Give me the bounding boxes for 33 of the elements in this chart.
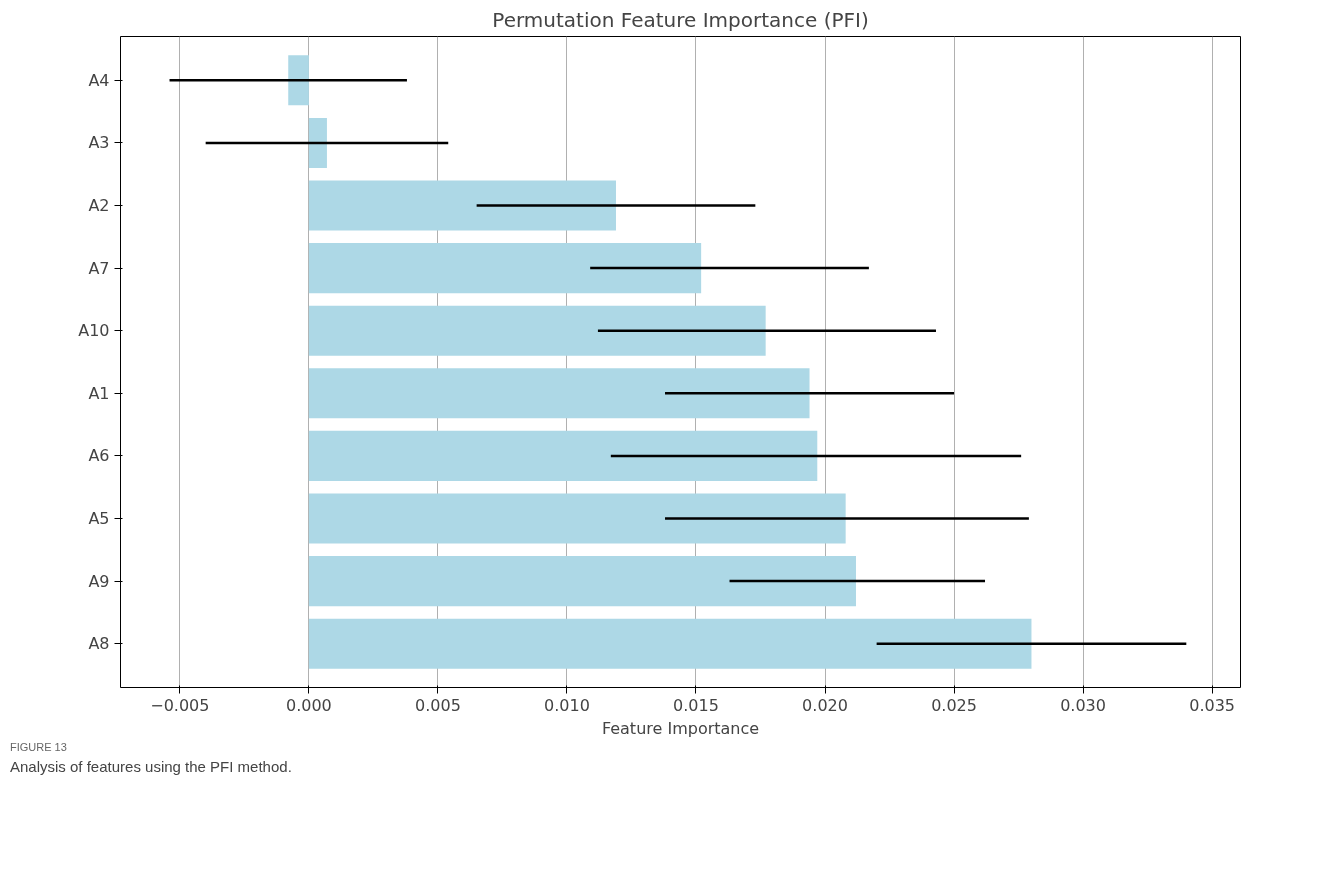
bar [288,55,309,106]
x-tick-label: 0.025 [931,695,977,715]
bar [308,368,810,419]
y-tick-label: A2 [88,196,110,216]
x-tick-label: 0.020 [802,695,848,715]
y-tick-label: A6 [88,446,110,466]
y-tick-label: A1 [88,383,110,403]
x-axis-title: Feature Importance [601,718,760,738]
caption: FIGURE 13 [10,740,67,755]
y-tick-label: A9 [88,571,110,591]
y-tick-label: A3 [88,133,110,153]
x-tick-label: 0.000 [285,695,332,715]
bar [308,618,1032,669]
text: Analysis of features using the PFI method. [10,756,292,777]
bar [308,243,702,294]
x-tick-label: 0.005 [415,695,461,715]
x-tick-label: −0.005 [150,695,210,715]
chart-title: Permutation Feature Importance (PFI) [492,7,869,32]
y-tick-label: A8 [88,634,110,654]
x-tick-label: 0.010 [544,695,590,715]
bar [308,180,616,231]
x-tick-label: 0.015 [673,695,719,715]
y-tick-label: A4 [88,70,110,90]
bar [308,556,856,607]
y-tick-label: A5 [88,508,110,528]
x-tick-label: 0.030 [1060,695,1106,715]
bar [308,117,327,168]
y-tick-label: A10 [78,321,110,341]
y-tick-label: A7 [88,258,110,278]
bar [308,430,818,481]
x-tick-label: 0.035 [1189,695,1236,715]
bar [308,305,766,356]
bar [308,493,846,544]
